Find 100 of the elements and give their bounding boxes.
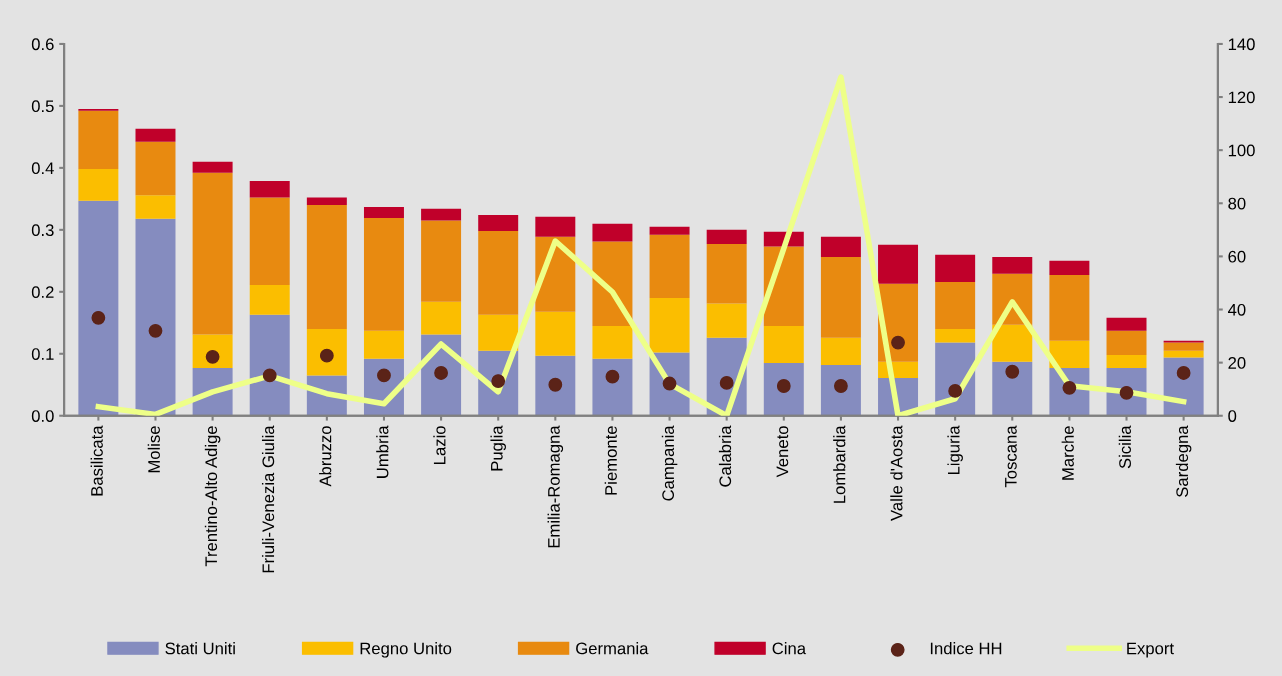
bar [992,324,1033,362]
bar [249,180,290,198]
bar [363,330,404,359]
bar [1106,317,1147,331]
point [948,384,963,398]
bar [78,169,119,201]
y2-tick-label: 100 [1228,144,1255,157]
x-tick-label: Abruzzo [319,426,332,487]
bar [1049,260,1090,276]
x-tick-label: Friuli-Venezia Giulia [261,425,275,573]
bar [935,328,976,343]
y2-tick-label: 40 [1228,303,1246,316]
x-tick-label: Piemonte [604,426,617,495]
point [148,323,163,338]
y-tick-label: 0.0 [31,410,54,422]
bar [363,206,404,219]
bar [478,231,519,315]
y-tick-label: 0.3 [31,224,54,237]
bar [992,361,1033,416]
bar [306,205,347,329]
bar [1106,355,1147,369]
bar [592,223,633,242]
x-tick-label: Puglia [490,425,506,471]
y-tick-label: 0.6 [31,38,54,51]
bar [249,284,290,315]
y2-tick-label: 20 [1228,357,1246,369]
bar [192,161,233,173]
bar [592,325,633,359]
bar [535,216,576,237]
x-tick-label: Trentino-Alto Adige [204,426,221,567]
point [434,366,448,380]
bar [478,214,519,232]
y-tick-label: 0.2 [31,286,54,299]
bar [421,301,462,335]
x-tick-label: Valle d'Aosta [890,425,903,521]
bar [535,311,576,356]
bar [706,303,747,338]
bar [135,195,176,219]
legend-label: Regno Unito [360,642,452,658]
bar [363,218,404,331]
bar [706,244,747,304]
bar [992,257,1033,274]
bar [306,328,347,376]
bar [878,244,919,284]
x-tick-label: Toscana [1005,425,1017,488]
y2-tick-label: 60 [1228,250,1246,263]
bar [192,172,233,335]
point [377,368,391,383]
x-tick-label: Emilia-Romagna [547,425,564,548]
x-tick-label: Sicilia [1118,425,1131,469]
x-tick-label: Calabria [718,425,732,487]
bar [135,141,176,196]
bar [1049,340,1090,369]
bar [1049,275,1090,341]
bar [135,128,176,142]
bar [78,200,119,416]
legend-label: Export [1127,642,1174,658]
bar [592,358,633,416]
bar [763,325,804,364]
legend-label: Germania [576,642,649,655]
x-tick-label: Veneto [776,426,789,478]
x-tick-label: Lazio [433,426,446,464]
x-tick-label: Sardegna [1175,425,1192,497]
x-tick-label: Molise [147,426,160,473]
point [719,375,734,390]
bar [649,234,690,298]
bar [935,254,976,282]
bar [1106,330,1147,356]
y2-tick-label: 80 [1228,197,1246,210]
x-tick-label: Basilicata [90,425,103,496]
x-tick-label: Marche [1061,426,1074,480]
bar [478,314,519,351]
y-tick-label: 0.1 [31,348,54,360]
x-tick-label: Campania [661,425,678,501]
y2-tick-label: 140 [1228,38,1255,51]
legend-label: Indice HH [930,642,1002,655]
y-tick-label: 0.4 [31,162,54,175]
bar [820,337,861,365]
point [1176,366,1191,380]
bar [535,355,576,416]
bar [649,298,690,353]
bar [306,197,347,206]
bar [421,220,462,302]
point [1005,364,1020,379]
bar [820,364,861,416]
bar [421,208,462,221]
y2-tick-label: 120 [1228,91,1255,104]
point [91,310,106,325]
point [491,374,506,388]
bar [935,281,976,329]
x-tick-label: Umbria [376,425,389,478]
legend-label: Cina [772,642,807,655]
bar [706,229,747,245]
point [662,376,677,391]
bar [763,363,804,416]
bar [1163,342,1204,351]
x-tick-label: Liguria [947,425,963,475]
x-tick-label: Lombardia [833,425,846,503]
y-tick-label: 0.5 [31,100,54,113]
point [605,369,620,384]
